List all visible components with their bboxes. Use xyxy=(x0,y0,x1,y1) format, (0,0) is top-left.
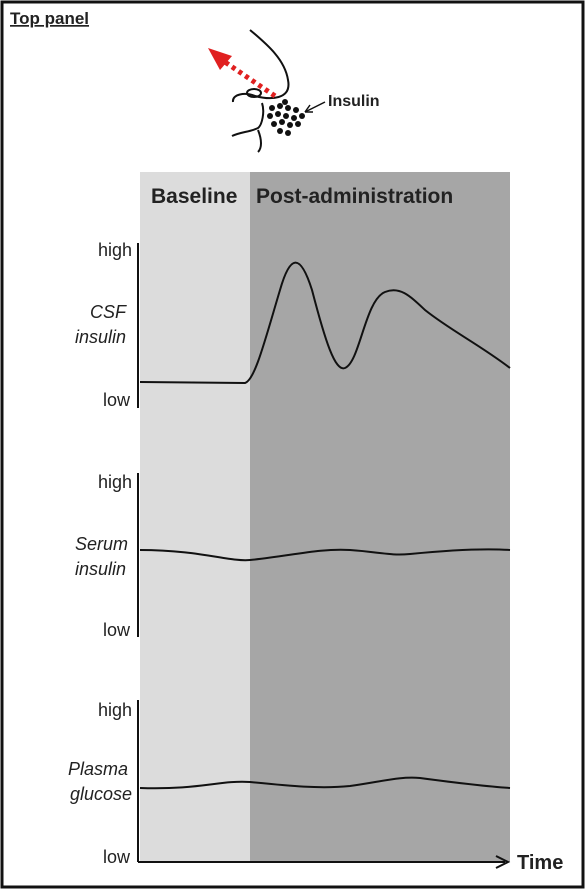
label-pointer-head xyxy=(304,104,313,113)
post-region xyxy=(250,172,510,862)
panel-label: insulin xyxy=(75,559,126,579)
panel-label: insulin xyxy=(75,327,126,347)
insulin-dots xyxy=(267,99,305,136)
panel-label: Serum xyxy=(75,534,128,554)
high-label: high xyxy=(98,240,132,260)
panel-title: Top panel xyxy=(10,9,89,28)
low-label: low xyxy=(103,620,131,640)
phase-label: Post-administration xyxy=(256,185,453,208)
x-axis-label: Time xyxy=(517,852,563,874)
panel-label: CSF xyxy=(90,302,127,322)
spray-arrow xyxy=(220,57,277,99)
curves xyxy=(139,261,511,790)
illustration-label: Insulin xyxy=(328,93,380,110)
axes xyxy=(137,243,511,869)
high-label: high xyxy=(98,472,132,492)
nose-illustration xyxy=(231,29,290,153)
baseline-region xyxy=(140,172,250,862)
phase-label: Baseline xyxy=(151,185,237,208)
spray-arrowhead xyxy=(208,48,232,70)
label-pointer xyxy=(304,101,326,113)
low-label: low xyxy=(103,847,131,867)
panel-label: Plasma xyxy=(68,759,128,779)
panel-label: glucose xyxy=(70,784,132,804)
low-label: low xyxy=(103,390,131,410)
high-label: high xyxy=(98,700,132,720)
